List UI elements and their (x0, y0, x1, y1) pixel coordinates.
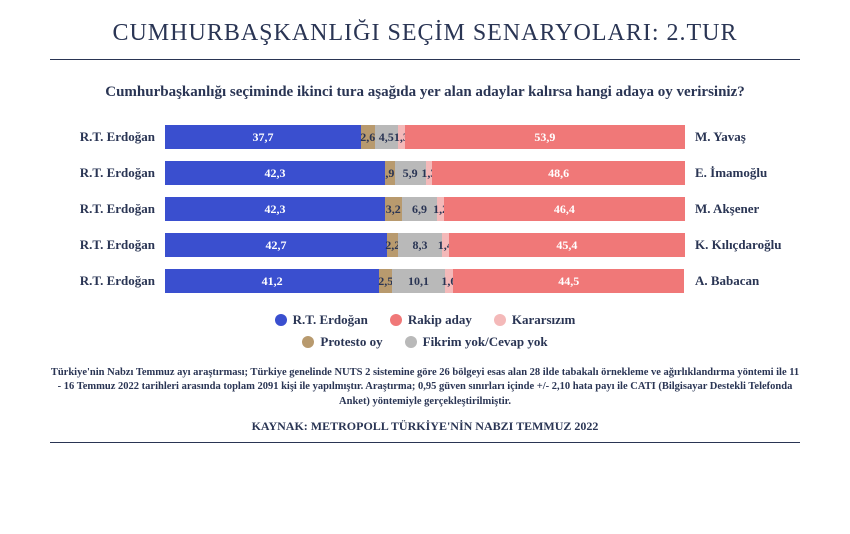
legend-label: Protesto oy (320, 334, 382, 350)
bar-segment-noopinion: 6,9 (402, 197, 438, 221)
chart-row: R.T. Erdoğan 41,2 2,5 10,1 1,6 44,5 A. Babacan (50, 268, 800, 294)
row-right-label: A. Babacan (685, 273, 800, 289)
segment-value-label: ,9 (385, 166, 394, 181)
row-right-label: K. Kılıçdaroğlu (685, 237, 800, 253)
chart-row: R.T. Erdoğan 37,7 2,6 4,5 1,3 53,9 M. Yavaş (50, 124, 800, 150)
row-left-label: R.T. Erdoğan (50, 237, 165, 253)
row-right-label: M. Yavaş (685, 129, 800, 145)
row-left-label: R.T. Erdoğan (50, 129, 165, 145)
chart-row: R.T. Erdoğan 42,3 ,9 5,9 1,3 48,6 E. İmamoğlu (50, 160, 800, 186)
segment-value-label: 4,5 (379, 130, 394, 145)
methodology-footnote: Türkiye'nin Nabzı Temmuz ayı araştırması… (50, 366, 800, 409)
bar-track: 42,33,26,91,246,4 (165, 197, 685, 221)
row-left-label: R.T. Erdoğan (50, 165, 165, 181)
bar-track: 42,7 2,2 8,3 1,4 45,4 (165, 233, 685, 257)
bar-segment-undecided: 1,3 (426, 161, 433, 185)
segment-value-label: 53,9 (534, 130, 555, 145)
segment-value-label: 42,3 (264, 166, 285, 181)
legend-item-rival: Rakip aday (390, 312, 472, 328)
bar-segment-erdogan: 42,7 (165, 233, 387, 257)
chart-legend: R.T. Erdoğan Rakip aday Kararsızım Protesto… (50, 312, 800, 350)
row-right-label: E. İmamoğlu (685, 165, 800, 181)
segment-value-label: 45,4 (556, 238, 577, 253)
source-line: KAYNAK: METROPOLL TÜRKİYE'NİN NABZI TEMM… (50, 419, 800, 443)
legend-label: R.T. Erdoğan (293, 312, 368, 328)
segment-value-label: 42,3 (264, 202, 285, 217)
bar-segment-protest: 2,6 (361, 125, 375, 149)
bar-segment-rival: 45,4 (449, 233, 685, 257)
page-subtitle: Cumhurbaşkanlığı seçiminde ikinci tura a… (50, 82, 800, 102)
legend-label: Rakip aday (408, 312, 472, 328)
segment-value-label: 46,4 (554, 202, 575, 217)
row-left-label: R.T. Erdoğan (50, 273, 165, 289)
legend-swatch (390, 314, 402, 326)
segment-value-label: 44,5 (558, 274, 579, 289)
segment-value-label: 41,2 (262, 274, 283, 289)
bar-segment-erdogan: 41,2 (165, 269, 379, 293)
segment-value-label: 5,9 (403, 166, 418, 181)
bar-segment-protest: 2,2 (387, 233, 398, 257)
segment-value-label: 3,2 (386, 202, 401, 217)
row-right-label: M. Akşener (685, 201, 800, 217)
bar-segment-erdogan: 37,7 (165, 125, 361, 149)
bar-track: 42,3 ,9 5,9 1,3 48,6 (165, 161, 685, 185)
segment-value-label: 2,6 (360, 130, 375, 145)
bar-segment-erdogan: 42,3 (165, 197, 385, 221)
bar-segment-protest: ,9 (385, 161, 395, 185)
chart-row: R.T. Erdoğan 42,7 2,2 8,3 1,4 45,4 K. Kılıçdar… (50, 232, 800, 258)
legend-item-protest: Protesto oy (302, 334, 382, 350)
row-left-label: R.T. Erdoğan (50, 201, 165, 217)
bar-segment-erdogan: 42,3 (165, 161, 385, 185)
bar-track: 41,2 2,5 10,1 1,6 44,5 (165, 269, 685, 293)
legend-swatch (494, 314, 506, 326)
legend-swatch (275, 314, 287, 326)
legend-item-undecided: Kararsızım (494, 312, 576, 328)
segment-value-label: 2,5 (378, 274, 393, 289)
bar-segment-undecided: 1,6 (445, 269, 453, 293)
segment-value-label: 10,1 (408, 274, 429, 289)
bar-segment-undecided: 1,4 (442, 233, 449, 257)
bar-segment-rival: 53,9 (405, 125, 685, 149)
segment-value-label: 8,3 (413, 238, 428, 253)
legend-swatch (302, 336, 314, 348)
page-title: CUMHURBAŞKANLIĞI SEÇİM SENARYOLARI: 2.TU… (50, 20, 800, 60)
legend-swatch (405, 336, 417, 348)
legend-item-erdogan: R.T. Erdoğan (275, 312, 368, 328)
segment-value-label: 6,9 (412, 202, 427, 217)
stacked-bar-chart: R.T. Erdoğan37,72,64,51,353,9M. YavaşR.T… (50, 124, 800, 294)
bar-segment-rival: 44,5 (453, 269, 684, 293)
bar-segment-noopinion: 10,1 (392, 269, 445, 293)
bar-segment-noopinion: 8,3 (398, 233, 441, 257)
bar-segment-rival: 48,6 (432, 161, 685, 185)
segment-value-label: 48,6 (548, 166, 569, 181)
bar-segment-rival: 46,4 (444, 197, 685, 221)
bar-track: 37,7 2,6 4,5 1,3 53,9 (165, 125, 685, 149)
chart-row: R.T. Erdoğan42,33,26,91,246,4M. Akşener (50, 196, 800, 222)
segment-value-label: 42,7 (266, 238, 287, 253)
bar-segment-protest: 3,2 (385, 197, 402, 221)
legend-label: Kararsızım (512, 312, 576, 328)
bar-segment-undecided: 1,3 (398, 125, 405, 149)
legend-label: Fikrim yok/Cevap yok (423, 334, 548, 350)
segment-value-label: 37,7 (253, 130, 274, 145)
bar-segment-protest: 2,5 (379, 269, 392, 293)
legend-item-noopinion: Fikrim yok/Cevap yok (405, 334, 548, 350)
